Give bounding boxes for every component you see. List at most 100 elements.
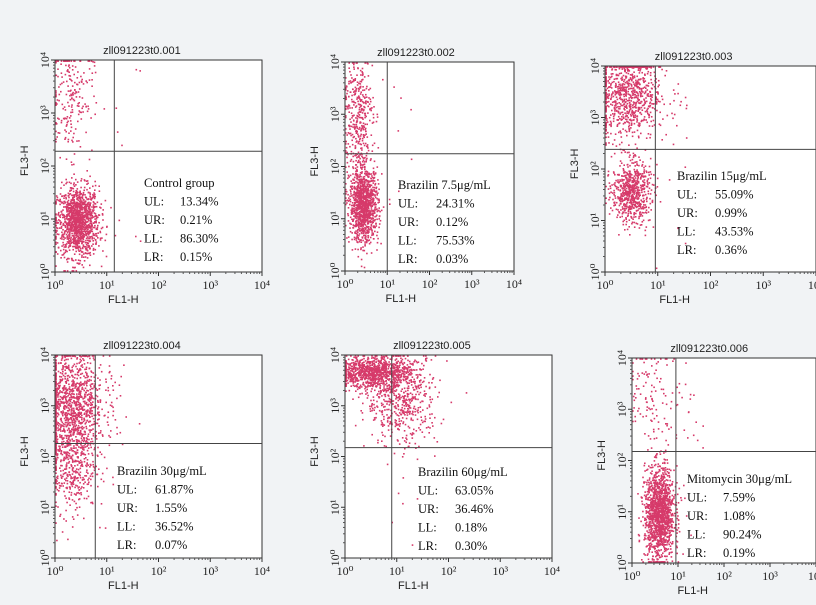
event-dot: [76, 262, 79, 264]
event-dot: [358, 106, 361, 109]
event-dot: [89, 247, 91, 249]
event-dot: [619, 189, 622, 191]
event-dot: [629, 172, 632, 175]
event-dot: [90, 199, 93, 201]
event-dot: [371, 144, 374, 147]
event-dot: [372, 113, 375, 116]
event-dot: [617, 111, 620, 113]
event-dot: [78, 226, 80, 229]
event-dot: [627, 88, 630, 90]
event-dot: [65, 117, 68, 120]
event-dot: [65, 60, 68, 62]
event-dot: [364, 207, 366, 210]
event-dot: [74, 227, 76, 230]
event-dot: [630, 208, 633, 210]
event-dot: [622, 199, 624, 202]
event-dot: [358, 128, 360, 130]
event-dot: [658, 66, 660, 68]
event-dot: [614, 90, 616, 92]
event-dot: [355, 62, 358, 64]
event-dot: [76, 140, 78, 142]
event-dot: [63, 256, 66, 259]
event-dot: [647, 95, 650, 97]
event-dot: [621, 141, 623, 144]
event-dot: [82, 223, 85, 226]
event-dot: [72, 183, 75, 186]
event-dot: [359, 186, 362, 188]
event-dot: [350, 121, 352, 123]
event-dot: [644, 204, 647, 206]
event-dot: [61, 254, 64, 256]
event-dot: [371, 220, 373, 223]
event-dot: [350, 180, 352, 182]
event-dot: [62, 475, 64, 478]
event-dot: [62, 107, 64, 110]
event-dot: [627, 210, 630, 212]
event-dot: [71, 211, 73, 214]
event-dot: [89, 215, 92, 217]
event-dot: [631, 78, 633, 81]
event-dot: [373, 220, 376, 222]
event-dot: [84, 209, 86, 212]
event-dot: [369, 98, 372, 101]
event-dot: [617, 189, 620, 191]
event-dot: [77, 205, 79, 208]
event-dot: [73, 202, 76, 205]
event-dot: [77, 209, 80, 212]
event-dot: [636, 178, 639, 180]
event-dot: [77, 102, 79, 105]
event-dot: [68, 74, 70, 77]
event-dot: [612, 115, 615, 118]
event-dot: [636, 201, 638, 204]
x-axis-label: FL1-H: [659, 294, 690, 306]
event-dot: [610, 132, 612, 135]
event-dot: [650, 116, 653, 118]
event-dot: [624, 171, 626, 174]
event-dot: [352, 167, 355, 170]
event-dot: [618, 199, 621, 202]
event-dot: [374, 206, 376, 209]
event-dot: [87, 252, 90, 255]
event-dot: [351, 117, 353, 119]
event-dot: [76, 240, 79, 242]
event-dot: [357, 179, 360, 181]
event-dot: [368, 180, 370, 182]
event-dot: [633, 155, 635, 157]
event-dot: [633, 178, 635, 181]
event-dot: [611, 75, 613, 78]
event-dot: [612, 113, 614, 115]
event-dot: [635, 205, 637, 208]
event-dot: [651, 103, 653, 105]
event-dot: [632, 162, 635, 164]
event-dot: [94, 248, 97, 251]
event-dot: [637, 94, 640, 96]
event-dot: [87, 105, 89, 108]
event-dot: [89, 254, 92, 256]
event-dot: [380, 242, 382, 245]
event-dot: [369, 100, 372, 103]
event-dot: [642, 201, 645, 203]
event-dot: [355, 137, 357, 140]
event-dot: [89, 212, 91, 214]
event-dot: [631, 206, 633, 209]
event-dot: [658, 123, 661, 125]
event-dot: [636, 193, 638, 196]
event-dot: [55, 231, 57, 233]
event-dot: [353, 101, 355, 104]
event-dot: [657, 85, 659, 88]
event-dot: [615, 73, 618, 76]
stats-value: 0.36%: [715, 243, 747, 257]
event-dot: [71, 234, 74, 237]
event-dot: [636, 202, 638, 205]
event-dot: [352, 126, 354, 128]
event-dot: [368, 195, 370, 197]
event-dot: [68, 249, 71, 251]
event-dot: [659, 201, 662, 203]
event-dot: [76, 231, 78, 234]
event-dot: [364, 219, 366, 222]
event-dot: [59, 220, 61, 222]
event-dot: [630, 186, 633, 189]
event-dot: [634, 180, 636, 183]
event-dot: [363, 105, 365, 108]
event-dot: [358, 216, 361, 218]
